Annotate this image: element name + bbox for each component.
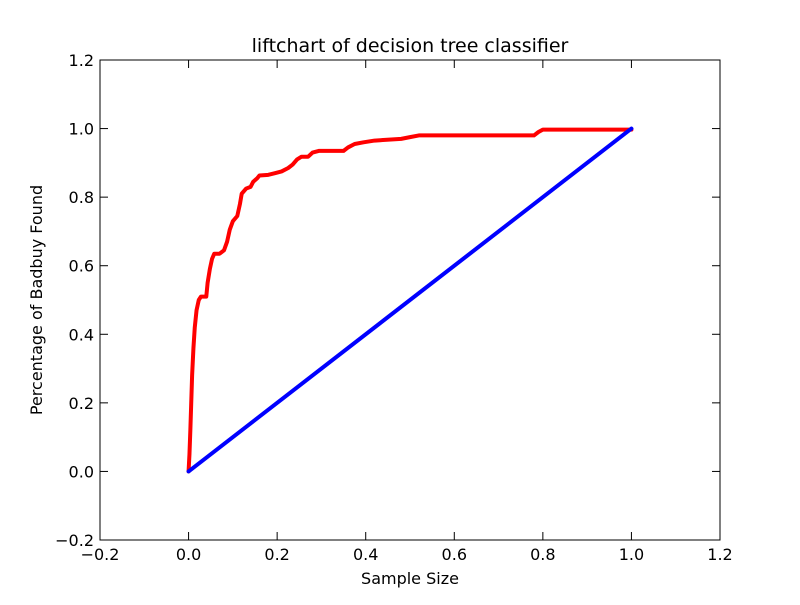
x-tick-label: 0.0 xyxy=(176,545,201,564)
x-tick-label: 0.6 xyxy=(442,545,467,564)
x-axis-label: Sample Size xyxy=(361,569,459,588)
plot-frame xyxy=(99,59,721,541)
y-tick-label: 0.6 xyxy=(69,257,94,276)
series-line-1 xyxy=(186,127,634,474)
y-tick-label: 0.0 xyxy=(69,462,94,481)
y-tick-label: −0.2 xyxy=(55,531,94,550)
y-tick-label: 1.2 xyxy=(69,51,94,70)
y-tick-label: 0.2 xyxy=(69,394,94,413)
y-tick-label: 1.0 xyxy=(69,120,94,139)
x-tick-label: 0.2 xyxy=(264,545,289,564)
series-layer xyxy=(186,126,634,474)
x-tick-label: 0.8 xyxy=(530,545,555,564)
x-tick-label: −0.2 xyxy=(81,545,120,564)
x-tick-label: 0.4 xyxy=(353,545,378,564)
y-tick-label: 0.4 xyxy=(69,325,94,344)
x-tick-label: 1.2 xyxy=(707,545,732,564)
y-axis-label: Percentage of Badbuy Found xyxy=(27,185,46,415)
x-tick-label: 1.0 xyxy=(619,545,644,564)
y-tick-label: 0.8 xyxy=(69,188,94,207)
series-line-2 xyxy=(186,126,634,474)
chart-title: liftchart of decision tree classifier xyxy=(252,35,569,57)
tick-layer: −0.2 0.0 0.2 0.4 0.6 0.8 1.0 1.2 −0.2 0.0 0.2 0.4 0.… xyxy=(55,51,733,564)
